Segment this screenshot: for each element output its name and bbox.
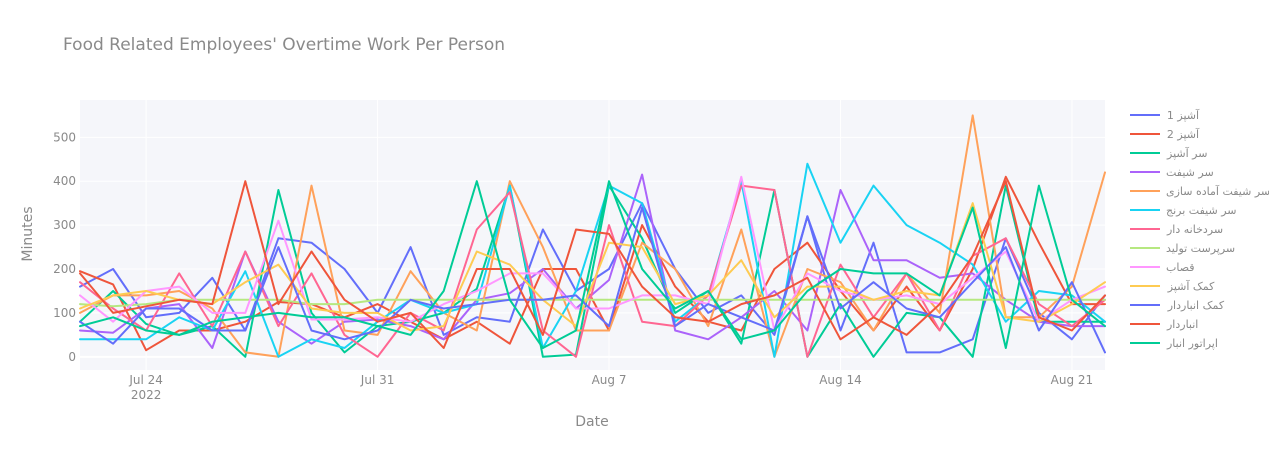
- y-tick-label: 200: [53, 262, 76, 276]
- legend-item-13[interactable]: اپراتور انبار: [1130, 337, 1218, 350]
- legend-item-6[interactable]: سر شیفت برنج: [1130, 204, 1236, 217]
- legend-label: اپراتور انبار: [1166, 337, 1218, 350]
- legend-label: سرپرست تولید: [1166, 242, 1235, 255]
- x-tick-year-label: 2022: [131, 388, 162, 402]
- legend-item-4[interactable]: سر شیفت: [1130, 166, 1214, 179]
- x-tick-label: Aug 7: [592, 373, 627, 387]
- legend-label: کمک انباردار: [1167, 299, 1225, 312]
- y-tick-label: 400: [53, 174, 76, 188]
- legend-label: کمک آشپز: [1167, 279, 1215, 293]
- series-line-5: [79, 114, 1106, 358]
- legend-label: آشپز 1: [1167, 108, 1200, 122]
- legend-label: سر شیفت: [1166, 166, 1214, 179]
- chart-title: Food Related Employees' Overtime Work Pe…: [63, 35, 505, 55]
- x-tick-label: Aug 21: [1051, 373, 1094, 387]
- legend-item-10[interactable]: کمک آشپز: [1130, 279, 1215, 293]
- series-line-12: [79, 180, 1106, 349]
- legend-label: سر شیفت برنج: [1166, 204, 1236, 217]
- legend-item-8[interactable]: سرپرست تولید: [1130, 242, 1235, 255]
- y-axis-title: Minutes: [20, 206, 36, 261]
- legend-label: قصاب: [1166, 261, 1195, 274]
- legend-label: آشپز 2: [1167, 127, 1200, 141]
- legend-item-12[interactable]: انباردار: [1130, 318, 1198, 331]
- series-lines: [79, 114, 1106, 358]
- y-tick-label: 0: [68, 350, 76, 364]
- y-tick-label: 300: [53, 218, 76, 232]
- series-line-7: [79, 184, 1106, 358]
- y-tick-label: 100: [53, 306, 76, 320]
- legend[interactable]: آشپز 1 آشپز 2 سر آشپز سر شیفت سر شیفت آماده …: [1130, 108, 1269, 350]
- legend-label: سر شیفت آماده سازی: [1166, 184, 1269, 198]
- legend-item-7[interactable]: سردخانه دار: [1130, 223, 1223, 236]
- legend-label: سردخانه دار: [1166, 223, 1223, 236]
- legend-item-11[interactable]: کمک انباردار: [1130, 299, 1225, 312]
- x-tick-label: Aug 14: [819, 373, 862, 387]
- legend-item-5[interactable]: سر شیفت آماده سازی: [1130, 184, 1269, 198]
- series-line-10: [79, 202, 1106, 332]
- legend-item-1[interactable]: آشپز 1: [1130, 108, 1200, 122]
- legend-item-9[interactable]: قصاب: [1130, 261, 1195, 274]
- y-axis-ticks: 0 100 200 300 400 500: [53, 130, 76, 364]
- y-tick-label: 500: [53, 130, 76, 144]
- series-line-6: [79, 162, 1106, 358]
- x-axis-title: Date: [575, 414, 608, 430]
- series-line-9: [79, 175, 1106, 332]
- legend-label: انباردار: [1166, 318, 1198, 331]
- legend-item-2[interactable]: آشپز 2: [1130, 127, 1200, 141]
- series-line-13: [79, 180, 1106, 349]
- legend-item-3[interactable]: سر آشپز: [1130, 146, 1207, 160]
- x-tick-label: Jul 24: [128, 373, 163, 387]
- x-tick-label: Jul 31: [360, 373, 395, 387]
- legend-label: سر آشپز: [1166, 146, 1207, 160]
